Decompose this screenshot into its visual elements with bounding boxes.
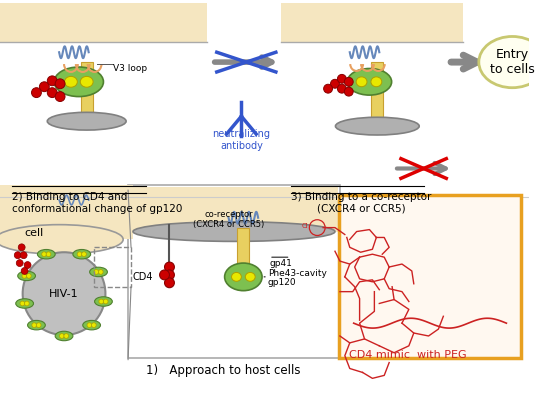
Bar bbox=[237, 228, 249, 269]
Text: CD4 mimic  with PEG: CD4 mimic with PEG bbox=[349, 350, 467, 360]
Ellipse shape bbox=[55, 331, 73, 341]
Circle shape bbox=[22, 274, 27, 278]
Ellipse shape bbox=[231, 272, 241, 281]
Circle shape bbox=[20, 252, 27, 259]
Text: 3) Binding to a co-receptor
(CXCR4 or CCR5): 3) Binding to a co-receptor (CXCR4 or CC… bbox=[291, 192, 431, 214]
Text: co-receptor
(CXCR4 or CCR5): co-receptor (CXCR4 or CCR5) bbox=[193, 210, 264, 229]
Text: gp41: gp41 bbox=[270, 259, 293, 268]
Ellipse shape bbox=[371, 77, 382, 87]
Circle shape bbox=[20, 301, 25, 306]
Circle shape bbox=[47, 88, 57, 98]
Circle shape bbox=[164, 262, 175, 272]
Ellipse shape bbox=[54, 67, 104, 97]
Text: 1)   Approach to host cells: 1) Approach to host cells bbox=[146, 364, 300, 376]
Ellipse shape bbox=[38, 249, 55, 259]
Ellipse shape bbox=[27, 320, 45, 330]
Circle shape bbox=[159, 270, 170, 280]
Circle shape bbox=[87, 323, 92, 328]
Circle shape bbox=[324, 84, 332, 93]
Circle shape bbox=[94, 270, 99, 274]
Ellipse shape bbox=[16, 299, 33, 308]
Ellipse shape bbox=[0, 224, 123, 254]
Circle shape bbox=[37, 323, 41, 328]
Circle shape bbox=[77, 252, 82, 257]
Text: gp120: gp120 bbox=[268, 278, 296, 287]
Text: Phe43-cavity: Phe43-cavity bbox=[268, 270, 327, 278]
Bar bbox=[130, 187, 338, 232]
Bar bbox=[0, 185, 133, 239]
Text: HIV-1: HIV-1 bbox=[49, 289, 79, 299]
Bar bbox=[281, 3, 463, 42]
Circle shape bbox=[337, 75, 346, 83]
Ellipse shape bbox=[81, 77, 93, 87]
Circle shape bbox=[24, 262, 31, 268]
Circle shape bbox=[98, 270, 103, 274]
Circle shape bbox=[21, 268, 28, 274]
Ellipse shape bbox=[64, 77, 77, 87]
Circle shape bbox=[91, 323, 96, 328]
Bar bbox=[0, 3, 207, 42]
Text: Entry
to cells: Entry to cells bbox=[490, 48, 535, 76]
Bar bbox=[339, 195, 521, 357]
Text: CD4: CD4 bbox=[132, 272, 153, 282]
Circle shape bbox=[164, 278, 175, 288]
Circle shape bbox=[32, 323, 37, 328]
Circle shape bbox=[26, 274, 31, 278]
Bar bbox=[128, 185, 340, 357]
Ellipse shape bbox=[245, 272, 255, 281]
Circle shape bbox=[164, 270, 175, 280]
Bar bbox=[372, 62, 383, 121]
Circle shape bbox=[64, 334, 69, 339]
Circle shape bbox=[344, 77, 353, 86]
Ellipse shape bbox=[336, 117, 419, 135]
Ellipse shape bbox=[95, 297, 112, 306]
Circle shape bbox=[32, 88, 41, 98]
Circle shape bbox=[14, 252, 21, 259]
Circle shape bbox=[23, 252, 105, 335]
Ellipse shape bbox=[90, 267, 107, 277]
Circle shape bbox=[39, 82, 49, 91]
Circle shape bbox=[337, 84, 346, 93]
Circle shape bbox=[25, 301, 29, 306]
Text: Cl: Cl bbox=[302, 222, 308, 229]
Circle shape bbox=[344, 87, 353, 96]
Bar bbox=[93, 247, 131, 287]
Ellipse shape bbox=[479, 37, 537, 88]
Circle shape bbox=[60, 334, 64, 339]
Bar bbox=[81, 62, 92, 116]
Circle shape bbox=[16, 260, 23, 266]
Ellipse shape bbox=[47, 112, 126, 130]
Circle shape bbox=[331, 79, 339, 88]
Ellipse shape bbox=[133, 222, 335, 241]
Circle shape bbox=[55, 91, 65, 102]
Ellipse shape bbox=[224, 263, 262, 291]
Text: 2) Binding to CD4 and
conformational change of gp120: 2) Binding to CD4 and conformational cha… bbox=[12, 192, 182, 214]
Text: V3 loop: V3 loop bbox=[113, 64, 148, 73]
Circle shape bbox=[46, 252, 51, 257]
Circle shape bbox=[42, 252, 47, 257]
Ellipse shape bbox=[18, 271, 35, 280]
Circle shape bbox=[47, 76, 57, 86]
Circle shape bbox=[55, 79, 65, 89]
Text: neutralizing
antibody: neutralizing antibody bbox=[212, 129, 270, 151]
Circle shape bbox=[99, 299, 104, 304]
Ellipse shape bbox=[347, 69, 391, 95]
Ellipse shape bbox=[83, 320, 100, 330]
Circle shape bbox=[18, 244, 25, 251]
Circle shape bbox=[103, 299, 108, 304]
Ellipse shape bbox=[356, 77, 367, 87]
Circle shape bbox=[82, 252, 86, 257]
Ellipse shape bbox=[73, 249, 91, 259]
Text: cell: cell bbox=[25, 228, 44, 237]
